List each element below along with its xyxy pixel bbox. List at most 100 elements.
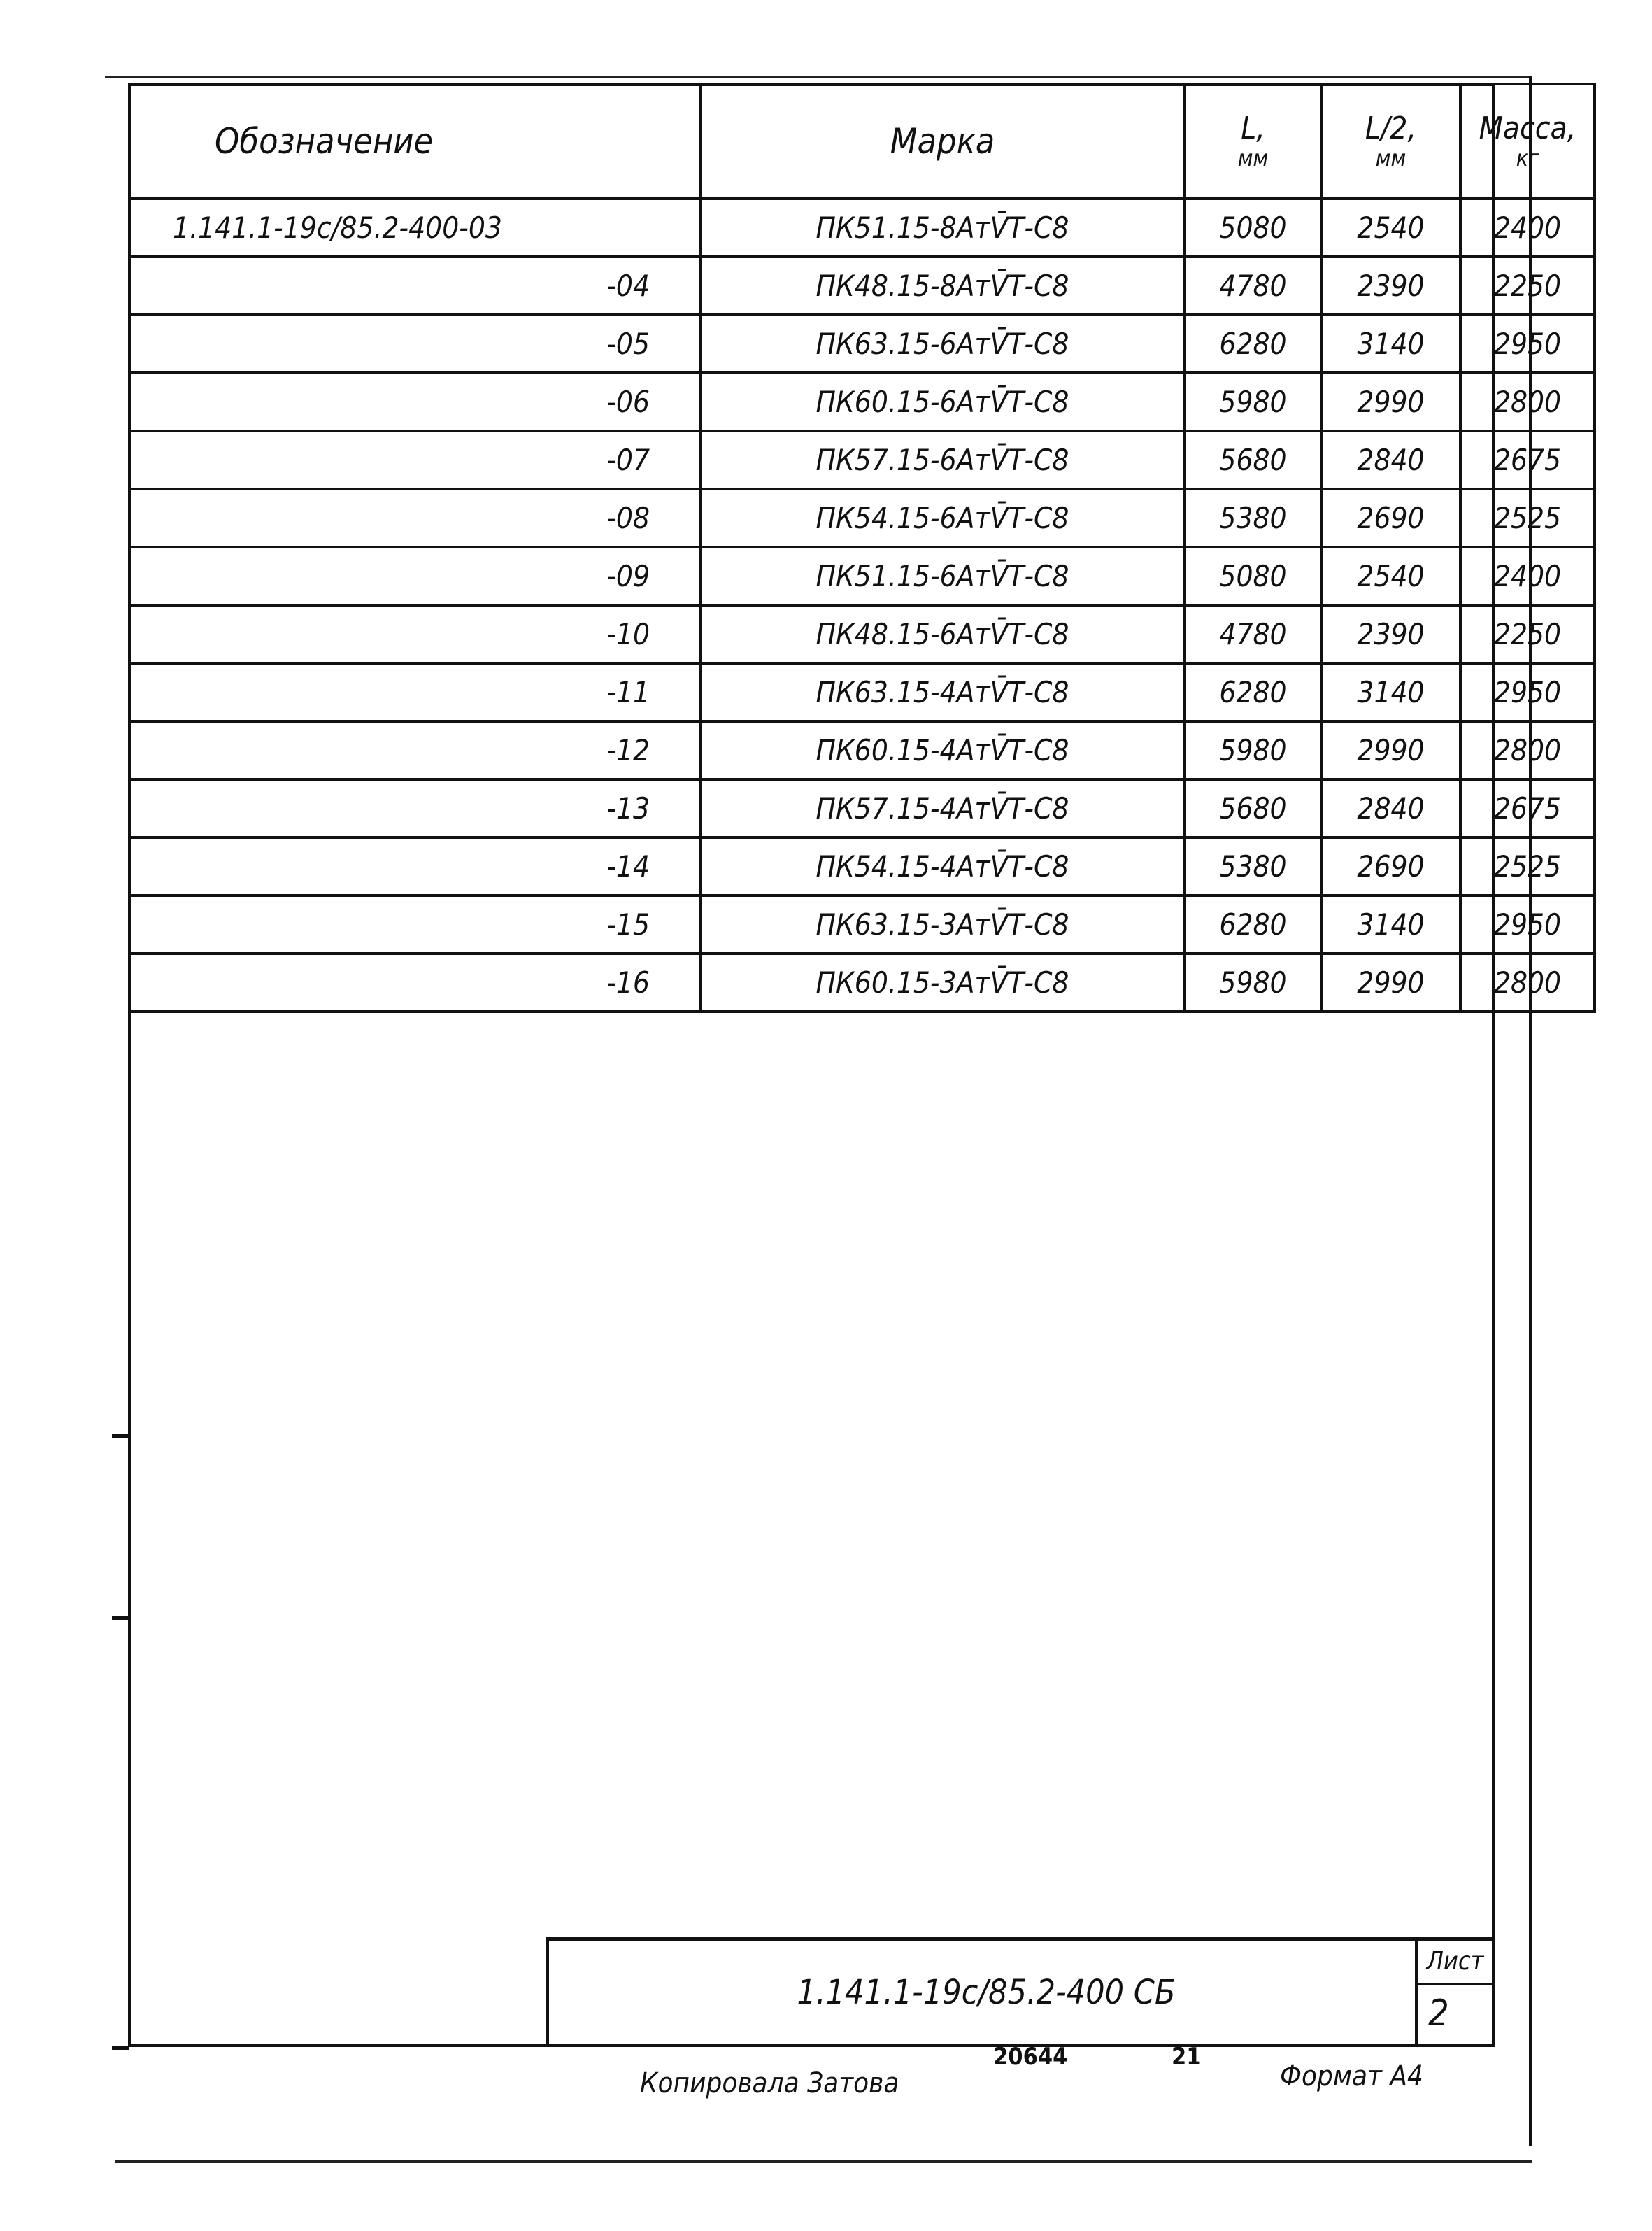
header-half-length-label: L/2, <box>1365 111 1417 147</box>
cell-designation: -05 <box>128 313 702 374</box>
title-block: 1.141.1-19с/85.2-400 СБ Лист 2 <box>546 1937 1495 2047</box>
header-mark: Марка <box>699 83 1186 200</box>
cell-length: 5080 <box>1183 546 1323 607</box>
cell-mark: ПК63.15-4АтV̄Т-С8 <box>699 662 1186 723</box>
cell-mass: 2400 <box>1459 546 1596 607</box>
cell-mark: ПК63.15-3АтV̄Т-С8 <box>699 894 1186 955</box>
cell-mass: 2400 <box>1459 197 1596 258</box>
cell-half-length: 3140 <box>1320 313 1462 374</box>
sheet-box: Лист 2 <box>1415 1941 1492 2044</box>
header-length-label: L, <box>1241 111 1265 147</box>
table-row: -09 ПК51.15-6АтV̄Т-С8 5080 2540 2400 <box>128 546 1596 607</box>
cell-designation: -08 <box>128 488 702 548</box>
cell-length: 4780 <box>1183 604 1323 665</box>
cell-mark: ПК48.15-6АтV̄Т-С8 <box>699 604 1186 665</box>
cell-mass: 2950 <box>1459 894 1596 955</box>
document-code: 1.141.1-19с/85.2-400 СБ <box>797 1972 1176 2012</box>
cell-half-length: 3140 <box>1320 662 1462 723</box>
cell-mass: 2675 <box>1459 430 1596 490</box>
cell-half-length: 2540 <box>1320 197 1462 258</box>
cell-half-length: 2990 <box>1320 952 1462 1013</box>
cell-mark: ПК54.15-4АтV̄Т-С8 <box>699 836 1186 897</box>
cell-designation: -11 <box>128 662 702 723</box>
cell-mass: 2675 <box>1459 778 1596 839</box>
cell-half-length: 3140 <box>1320 894 1462 955</box>
cell-length: 5380 <box>1183 836 1323 897</box>
cell-mark: ПК54.15-6АтV̄Т-С8 <box>699 488 1186 548</box>
sheet-number: 2 <box>1428 1992 1449 2034</box>
table-row: -16 ПК60.15-3АтV̄Т-С8 5980 2990 2800 <box>128 952 1596 1013</box>
specification-table: Обозначение Марка L, мм L/2, мм Масса, кг 1… <box>128 83 1596 1013</box>
header-mass: Масса, кг <box>1459 83 1596 200</box>
cell-mark: ПК57.15-4АтV̄Т-С8 <box>699 778 1186 839</box>
sheet-label: Лист <box>1418 1941 1492 1985</box>
cell-length: 6280 <box>1183 894 1323 955</box>
cell-mark: ПК51.15-8АтV̄Т-С8 <box>699 197 1186 258</box>
header-mass-unit: кг <box>1516 144 1539 171</box>
cell-designation: -12 <box>128 720 702 781</box>
cell-length: 6280 <box>1183 313 1323 374</box>
cell-mark: ПК60.15-6АтV̄Т-С8 <box>699 371 1186 432</box>
table-row: 1.141.1-19с/85.2-400-03 ПК51.15-8АтV̄Т-С8… <box>128 197 1596 258</box>
format-label: Формат А4 <box>1280 2060 1423 2092</box>
cell-half-length: 2390 <box>1320 604 1462 665</box>
cell-mass: 2800 <box>1459 371 1596 432</box>
cell-designation: -09 <box>128 546 702 607</box>
header-designation: Обозначение <box>128 83 702 200</box>
cell-mass: 2800 <box>1459 952 1596 1013</box>
cell-mark: ПК63.15-6АтV̄Т-С8 <box>699 313 1186 374</box>
header-half-length: L/2, мм <box>1320 83 1462 200</box>
top-border-line <box>105 76 1532 78</box>
cell-half-length: 2540 <box>1320 546 1462 607</box>
header-half-length-unit: мм <box>1375 144 1407 171</box>
table-row: -04 ПК48.15-8АтV̄Т-С8 4780 2390 2250 <box>128 255 1596 316</box>
cell-designation: 1.141.1-19с/85.2-400-03 <box>128 197 702 258</box>
cell-length: 4780 <box>1183 255 1323 316</box>
cell-mass: 2525 <box>1459 488 1596 548</box>
table-row: -15 ПК63.15-3АтV̄Т-С8 6280 3140 2950 <box>128 894 1596 955</box>
cell-length: 5680 <box>1183 778 1323 839</box>
table-row: -10 ПК48.15-6АтV̄Т-С8 4780 2390 2250 <box>128 604 1596 665</box>
table-row: -05 ПК63.15-6АтV̄Т-С8 6280 3140 2950 <box>128 313 1596 374</box>
cell-half-length: 2840 <box>1320 430 1462 490</box>
cell-mass: 2950 <box>1459 313 1596 374</box>
table-row: -07 ПК57.15-6АтV̄Т-С8 5680 2840 2675 <box>128 430 1596 490</box>
cell-designation: -13 <box>128 778 702 839</box>
cell-half-length: 2690 <box>1320 836 1462 897</box>
cell-designation: -15 <box>128 894 702 955</box>
table-header-row: Обозначение Марка L, мм L/2, мм Масса, кг <box>128 83 1596 200</box>
cell-mass: 2250 <box>1459 255 1596 316</box>
cell-mark: ПК48.15-8АтV̄Т-С8 <box>699 255 1186 316</box>
cell-length: 5380 <box>1183 488 1323 548</box>
cell-mass: 2525 <box>1459 836 1596 897</box>
bottom-border-line <box>115 2160 1532 2163</box>
copied-by: Копировала Затова <box>640 2067 899 2099</box>
table-row: -13 ПК57.15-4АтV̄Т-С8 5680 2840 2675 <box>128 778 1596 839</box>
cell-mass: 2950 <box>1459 662 1596 723</box>
table-row: -12 ПК60.15-4АтV̄Т-С8 5980 2990 2800 <box>128 720 1596 781</box>
cell-mark: ПК57.15-6АтV̄Т-С8 <box>699 430 1186 490</box>
cell-designation: -06 <box>128 371 702 432</box>
cell-length: 5080 <box>1183 197 1323 258</box>
cell-half-length: 2690 <box>1320 488 1462 548</box>
cell-designation: -16 <box>128 952 702 1013</box>
header-length-unit: мм <box>1237 144 1269 171</box>
margin-tick <box>112 1434 129 1438</box>
cell-half-length: 2990 <box>1320 720 1462 781</box>
sheet-count-mark: 21 <box>1172 2043 1202 2071</box>
cell-designation: -07 <box>128 430 702 490</box>
cell-mark: ПК60.15-3АтV̄Т-С8 <box>699 952 1186 1013</box>
table-row: -11 ПК63.15-4АтV̄Т-С8 6280 3140 2950 <box>128 662 1596 723</box>
cell-half-length: 2840 <box>1320 778 1462 839</box>
margin-tick <box>112 2046 129 2050</box>
cell-half-length: 2990 <box>1320 371 1462 432</box>
cell-half-length: 2390 <box>1320 255 1462 316</box>
cell-designation: -04 <box>128 255 702 316</box>
cell-length: 5980 <box>1183 371 1323 432</box>
margin-tick <box>112 1616 129 1620</box>
cell-length: 5980 <box>1183 952 1323 1013</box>
header-mass-label: Масса, <box>1479 111 1576 147</box>
header-length: L, мм <box>1183 83 1323 200</box>
cell-designation: -10 <box>128 604 702 665</box>
cell-mark: ПК60.15-4АтV̄Т-С8 <box>699 720 1186 781</box>
